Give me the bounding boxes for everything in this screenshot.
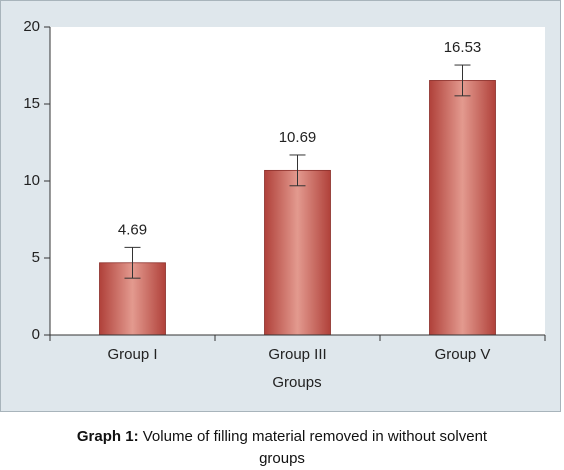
x-tick-label: Group I: [107, 346, 157, 363]
x-tick-label: Group III: [268, 346, 326, 363]
data-label: 10.69: [279, 129, 317, 146]
y-tick-label: 20: [23, 18, 40, 35]
y-tick-label: 0: [32, 326, 40, 343]
y-tick-label: 10: [23, 172, 40, 189]
x-axis-label: Groups: [272, 374, 321, 391]
x-tick-label: Group V: [435, 346, 491, 363]
bar: [264, 169, 331, 336]
caption-label: Graph 1:: [76, 428, 139, 445]
y-tick-label: 5: [32, 249, 40, 266]
bar: [429, 80, 496, 336]
data-label: 4.69: [118, 221, 147, 238]
chart: Groups 0 5 10 15 20 Group I 4.69 Group III 10.69…: [0, 0, 561, 412]
y-tick-label: 15: [23, 95, 40, 112]
caption: Graph 1: Volume of filling material remo…: [62, 426, 502, 470]
data-label: 16.53: [444, 39, 482, 56]
caption-text: Volume of filling material removed in wi…: [142, 428, 488, 467]
